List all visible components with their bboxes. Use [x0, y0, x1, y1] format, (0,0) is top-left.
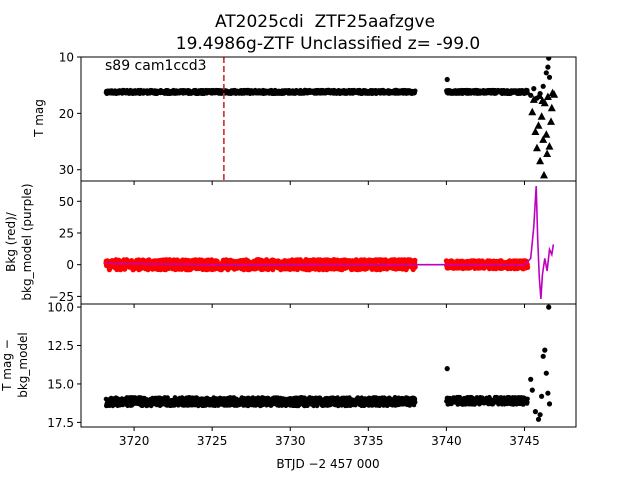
bottom-series-0-segment-0-point	[412, 396, 418, 402]
top-extra-point-0	[444, 76, 450, 83]
top-upper-limit-triangle-0	[528, 107, 537, 116]
figure-title: AT2025cdi ZTF25aafzgve 19.4986g-ZTF Uncl…	[176, 12, 481, 54]
bottom-extra-point-4	[535, 416, 542, 422]
top-upper-limit-triangle-16	[535, 91, 544, 99]
bottom-extra-point-0	[444, 366, 450, 372]
bottom-y-axis-label-line-1: T mag −	[0, 339, 14, 392]
top-annotation: s89 cam1ccd3	[105, 58, 207, 74]
x-tick-label: 3735	[353, 434, 384, 448]
panel-top-mag: 10 20 30	[59, 51, 577, 185]
panel-middle-background: 50 25 0 −25	[49, 180, 577, 308]
bottom-y-tick-label: 12.5	[47, 339, 74, 353]
x-tick-label: 3720	[119, 434, 150, 448]
bottom-extra-point-10	[545, 390, 551, 396]
top-upper-limit-triangle-1	[531, 127, 540, 135]
x-tick-label: 3725	[197, 434, 228, 448]
middle-series-0-segment-1-point	[525, 264, 531, 270]
top-plot-area	[103, 57, 559, 181]
top-extra-point-1	[528, 92, 534, 98]
bottom-y-tick-label: 17.5	[47, 416, 74, 430]
top-axes-frame	[80, 56, 577, 182]
panel-bottom-mag-minus-model: 10.0 12.5 15.0 17.5 3720 3725 3730 3735 3740 3745	[47, 301, 577, 448]
bottom-series-0-segment-1-point	[525, 400, 530, 405]
bottom-extra-point-5	[537, 412, 543, 418]
bottom-series-0-segment-0-point	[302, 395, 307, 401]
top-extra-point-6	[543, 70, 549, 76]
bottom-axes-frame	[80, 303, 577, 428]
x-tick-label: 3740	[431, 434, 462, 448]
top-y-axis-label: T mag	[32, 99, 46, 138]
top-upper-limit-triangle-10	[543, 92, 552, 101]
top-series-0-segment-0-point	[412, 88, 418, 94]
middle-y-tick-label: 25	[59, 226, 74, 240]
top-y-tick-label: 10	[59, 51, 74, 65]
top-extra-point-8	[546, 57, 552, 61]
title-line-1: AT2025cdi ZTF25aafzgve	[215, 12, 435, 32]
top-extra-point-2	[531, 86, 537, 92]
middle-plot-area	[103, 186, 555, 299]
top-y-tick-label: 30	[59, 163, 74, 177]
top-upper-limit-triangle-2	[532, 143, 541, 152]
bottom-extra-point-7	[540, 353, 546, 359]
top-upper-limit-triangle-3	[534, 121, 543, 129]
top-upper-limit-triangle-5	[537, 112, 546, 120]
bottom-extra-point-11	[546, 304, 552, 310]
top-upper-limit-triangle-19	[547, 103, 556, 112]
middle-y-tick-label: 50	[59, 195, 74, 209]
middle-bkg-model-line	[105, 186, 555, 299]
top-extra-point-5	[540, 83, 546, 89]
top-upper-limit-triangle-6	[539, 135, 548, 143]
bottom-extra-point-2	[529, 387, 535, 393]
top-upper-limit-triangle-18	[543, 149, 552, 157]
bottom-y-tick-label: 10.0	[47, 301, 74, 315]
top-upper-limit-triangle-9	[542, 130, 551, 138]
top-upper-limit-triangle-12	[547, 117, 556, 125]
bottom-extra-point-3	[532, 409, 539, 415]
middle-axes-frame	[80, 180, 577, 305]
bottom-extra-point-1	[528, 376, 534, 382]
bottom-plot-area	[103, 304, 553, 422]
bottom-y-axis-label-line-2: bkg_model	[16, 332, 30, 398]
title-line-2: 19.4986g-ZTF Unclassified z= -99.0	[176, 34, 481, 54]
middle-series-0-segment-0-point	[412, 257, 418, 263]
x-tick-label: 3730	[275, 434, 306, 448]
top-extra-point-9	[546, 74, 553, 80]
top-upper-limit-triangle-7	[539, 170, 548, 179]
bottom-extra-point-12	[546, 401, 553, 407]
bottom-series-0-segment-0-point	[172, 403, 177, 408]
top-upper-limit-triangle-11	[545, 142, 554, 150]
bottom-y-tick-label: 15.0	[47, 377, 74, 391]
bottom-extra-point-9	[543, 370, 549, 376]
x-axis-label: BTJD −2 457 000	[276, 457, 379, 471]
top-upper-limit-triangle-15	[529, 95, 538, 103]
top-upper-limit-triangle-14	[550, 90, 559, 98]
middle-y-axis-label-line-2: bkg_model (purple)	[20, 183, 34, 300]
middle-y-axis-label-line-1: Bkg (red)/	[4, 211, 18, 272]
middle-y-tick-label: 0	[66, 258, 74, 272]
top-y-tick-label: 20	[59, 107, 74, 121]
x-tick-label: 3745	[509, 434, 540, 448]
bottom-extra-point-6	[539, 393, 545, 399]
top-upper-limit-triangle-17	[538, 96, 547, 104]
top-upper-limit-triangle-4	[536, 156, 545, 165]
bottom-series-0-segment-1-point	[525, 396, 530, 402]
bottom-series-0-segment-0-point	[412, 400, 418, 405]
top-extra-point-7	[545, 64, 551, 70]
middle-y-tick-label: −25	[49, 290, 74, 304]
bottom-extra-point-8	[542, 347, 548, 353]
middle-series-0-segment-0-point	[412, 264, 418, 270]
